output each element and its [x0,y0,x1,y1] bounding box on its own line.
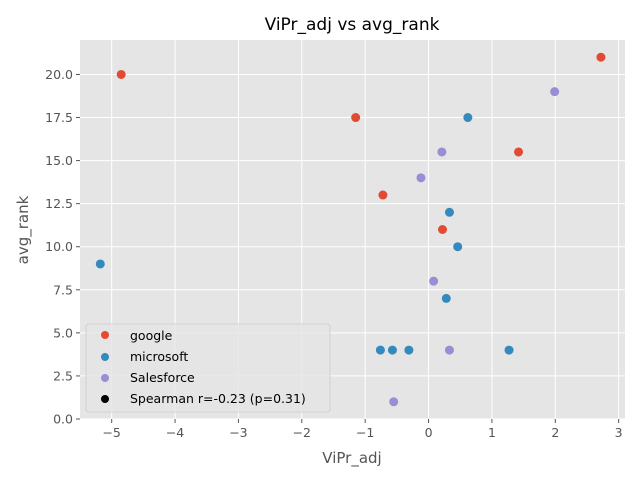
legend-label-spearman: Spearman r=-0.23 (p=0.31) [130,391,306,406]
legend-label-salesforce: Salesforce [130,370,195,385]
data-point-google [378,190,388,200]
legend-marker-microsoft [101,353,109,361]
y-tick-label: 5.0 [53,325,73,340]
y-axis-label: avg_rank [14,195,33,264]
x-tick-label: −3 [229,425,247,440]
data-point-microsoft [404,345,414,355]
x-tick-label: 1 [488,425,496,440]
data-point-salesforce [416,173,426,183]
legend-label-google: google [130,328,173,343]
data-point-microsoft [444,207,454,217]
x-tick-label: −2 [293,425,311,440]
data-point-microsoft [375,345,385,355]
data-points [95,52,606,407]
x-axis-ticks: −5 −4 −3 −2 −1 0 1 2 3 [102,419,623,440]
data-point-microsoft [504,345,514,355]
x-axis-label: ViPr_adj [322,449,381,468]
x-tick-label: −1 [356,425,374,440]
x-tick-label: 0 [425,425,433,440]
y-tick-label: 7.5 [53,282,73,297]
data-point-microsoft [95,259,105,269]
y-axis-ticks: 0.0 2.5 5.0 7.5 10.0 12.5 15.0 17.5 20.0 [45,67,80,427]
y-tick-label: 15.0 [45,153,73,168]
data-point-google [437,225,447,234]
y-tick-label: 17.5 [45,110,73,125]
x-tick-label: 2 [551,425,559,440]
data-point-salesforce [389,397,399,407]
data-point-salesforce [550,87,560,97]
legend: google microsoft Salesforce Spearman r=-… [85,323,331,413]
data-point-microsoft [453,242,463,252]
y-tick-label: 2.5 [53,368,73,383]
grid-lines [80,40,625,420]
chart-title: ViPr_adj vs avg_rank [265,15,440,35]
y-tick-label: 20.0 [45,67,73,82]
legend-box [85,323,331,413]
data-point-google [596,52,606,62]
x-tick-label: −4 [166,425,184,440]
data-point-google [116,69,126,79]
y-tick-label: 10.0 [45,239,73,254]
data-point-microsoft [463,113,473,123]
x-tick-label: −5 [102,425,120,440]
y-tick-label: 12.5 [45,196,73,211]
data-point-salesforce [437,147,447,157]
legend-marker-salesforce [101,374,109,382]
data-point-salesforce [429,276,439,286]
data-point-google [351,113,361,123]
data-point-salesforce [444,345,454,355]
y-tick-label: 0.0 [53,412,73,427]
legend-marker-google [101,331,109,339]
legend-label-microsoft: microsoft [130,349,188,364]
data-point-microsoft [387,345,397,355]
data-point-microsoft [441,293,451,303]
x-tick-label: 3 [615,425,623,440]
data-point-google [514,147,524,157]
legend-marker-spearman [101,395,109,403]
